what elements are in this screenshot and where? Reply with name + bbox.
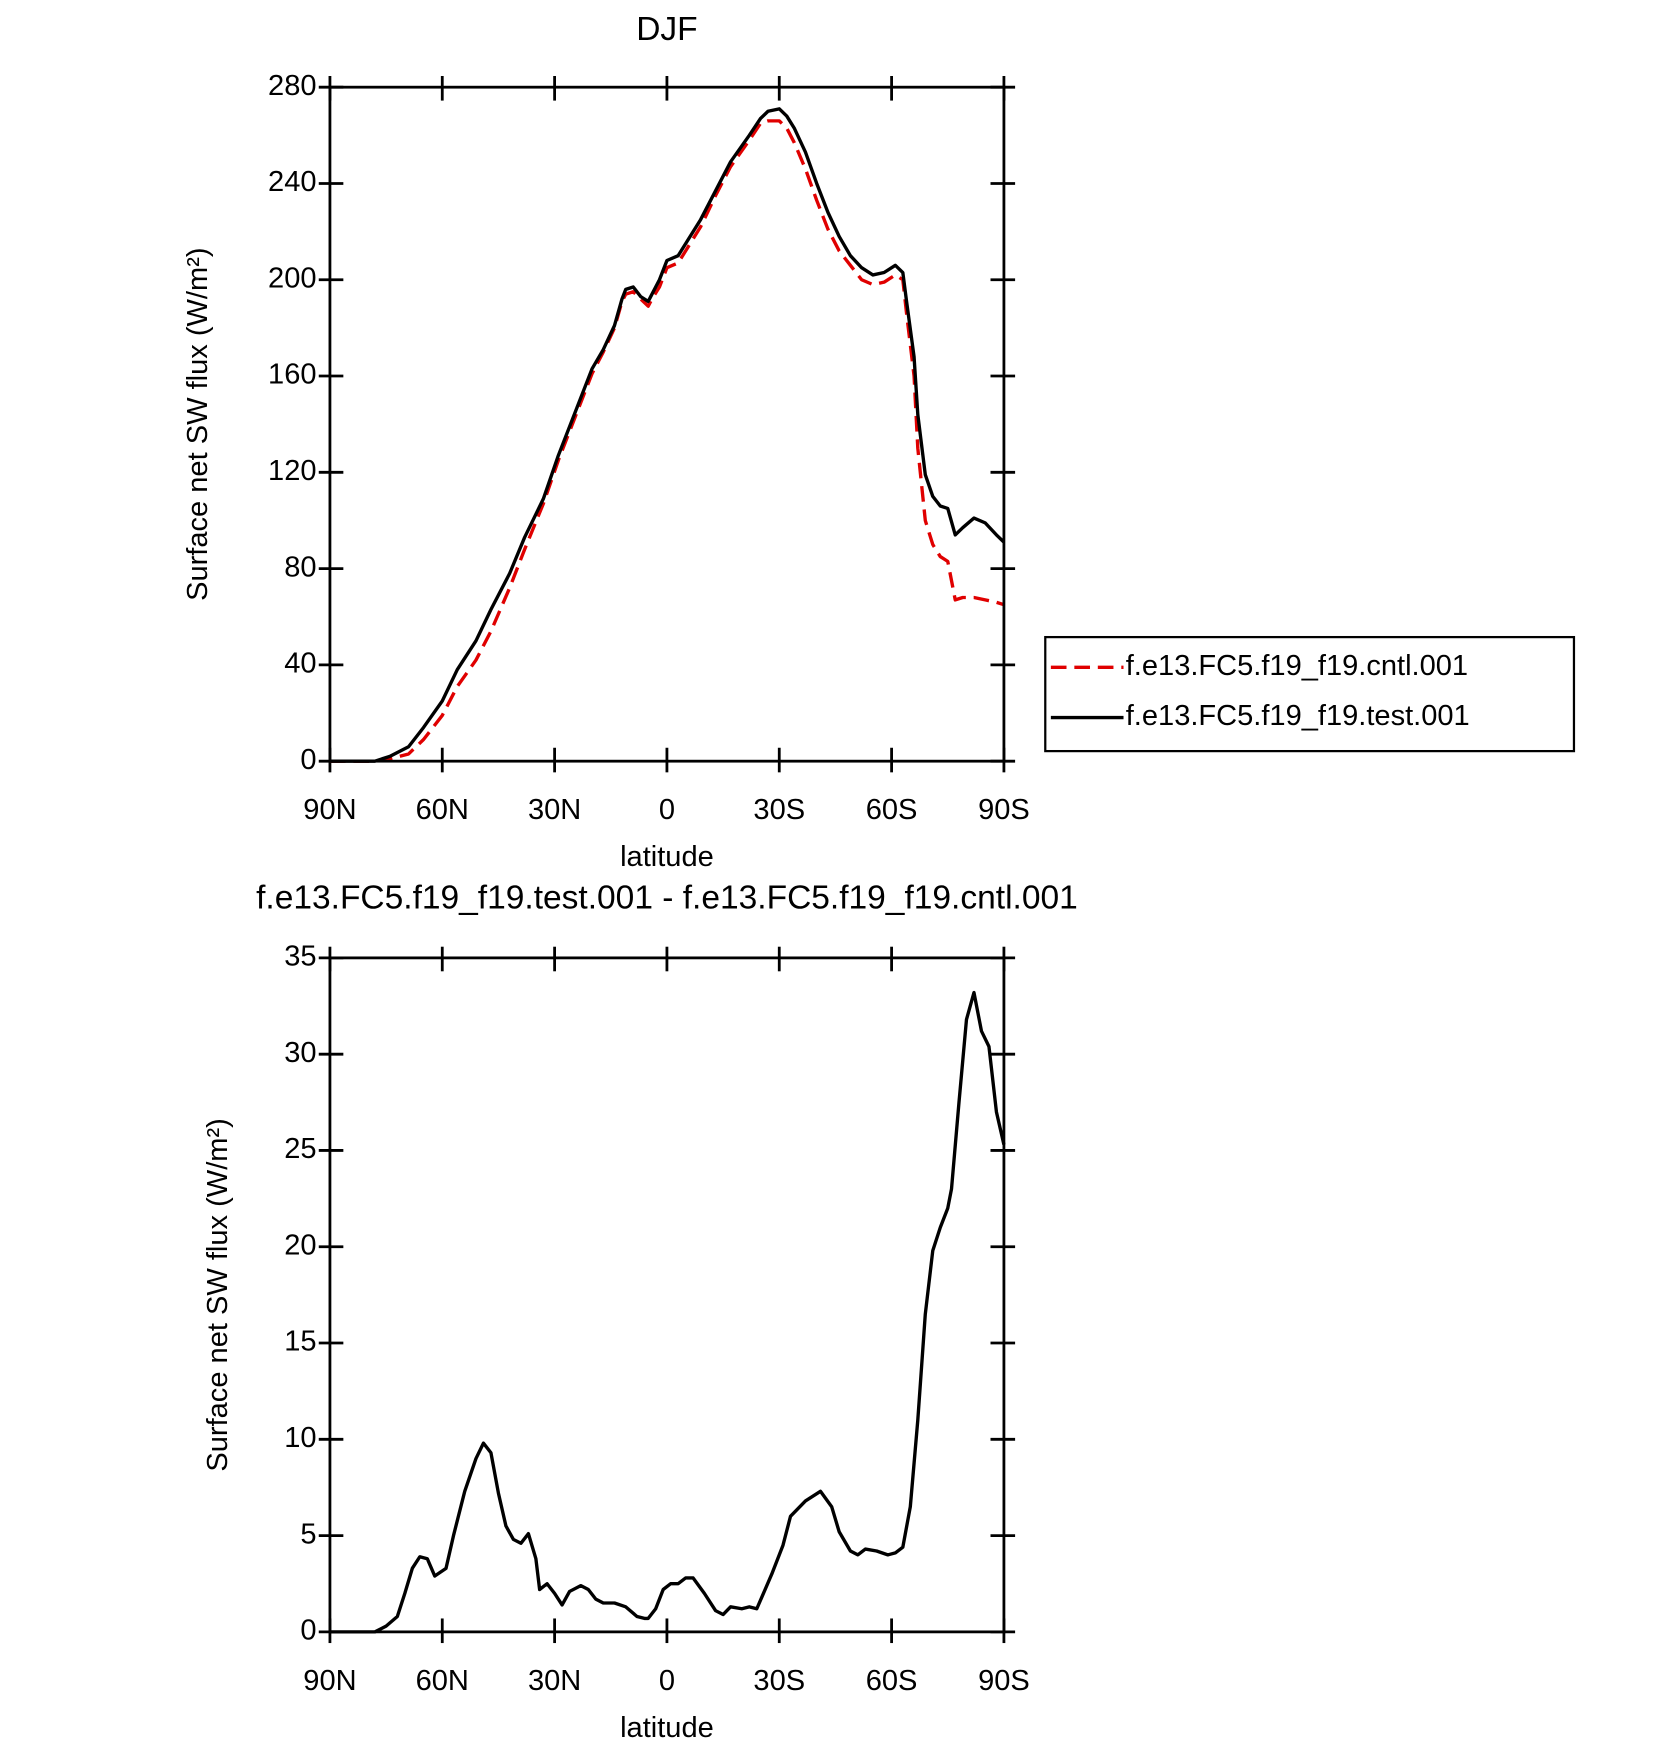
x-axis-label: latitude (620, 1712, 714, 1744)
x-tick-label: 90S (978, 794, 1030, 826)
legend-label: f.e13.FC5.f19_f19.test.001 (1126, 700, 1470, 732)
x-tick-label: 60N (416, 1665, 469, 1697)
series-line (329, 119, 1005, 763)
y-tick-label: 40 (284, 648, 316, 680)
legend-label: f.e13.FC5.f19_f19.cntl.001 (1126, 650, 1468, 682)
x-tick-label: 30S (753, 1665, 805, 1697)
x-tick-label: 30N (528, 794, 581, 826)
x-tick-label: 30S (753, 794, 805, 826)
y-tick-label: 280 (268, 70, 316, 102)
x-tick-label: 0 (659, 1665, 675, 1697)
y-tick-label: 200 (268, 262, 316, 294)
x-tick-label: 0 (659, 794, 675, 826)
x-tick-label: 60S (866, 1665, 918, 1697)
plot-frame (328, 85, 1006, 763)
x-tick-label: 90N (303, 794, 356, 826)
y-tick-label: 15 (284, 1326, 316, 1358)
y-tick-label: 120 (268, 455, 316, 487)
y-tick-label: 0 (300, 744, 316, 776)
y-tick-label: 0 (300, 1615, 316, 1647)
y-tick-label: 5 (300, 1518, 316, 1550)
series-line (329, 990, 1006, 1634)
x-tick-label: 60S (866, 794, 918, 826)
y-tick-label: 240 (268, 166, 316, 198)
x-axis-label: latitude (620, 841, 714, 873)
y-tick-label: 80 (284, 551, 316, 583)
y-axis-label: Surface net SW flux (W/m²) (202, 1118, 234, 1471)
x-tick-label: 60N (416, 794, 469, 826)
y-tick-label: 20 (284, 1229, 316, 1261)
y-tick-label: 25 (284, 1133, 316, 1165)
x-tick-label: 90S (978, 1665, 1030, 1697)
series-line (329, 107, 1006, 763)
legend-box (1044, 635, 1576, 753)
y-tick-label: 30 (284, 1037, 316, 1069)
plot-frame (328, 956, 1006, 1634)
y-axis-label: Surface net SW flux (W/m²) (182, 247, 214, 600)
y-tick-label: 35 (284, 941, 316, 973)
x-tick-label: 30N (528, 1665, 581, 1697)
chart-title: f.e13.FC5.f19_f19.test.001 - f.e13.FC5.f… (256, 880, 1078, 917)
y-tick-label: 160 (268, 359, 316, 391)
chart-title: DJF (636, 11, 697, 48)
y-tick-label: 10 (284, 1422, 316, 1454)
x-tick-label: 90N (303, 1665, 356, 1697)
